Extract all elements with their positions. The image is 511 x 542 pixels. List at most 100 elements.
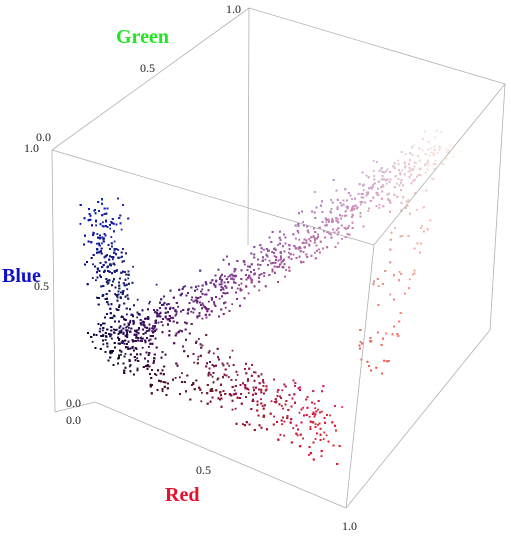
data-point: [297, 387, 300, 390]
data-point: [102, 334, 105, 337]
data-point: [156, 309, 159, 312]
data-point: [265, 385, 268, 388]
data-point: [145, 351, 148, 354]
data-point: [117, 256, 120, 259]
data-point: [125, 307, 128, 310]
data-point: [200, 290, 203, 293]
data-point: [278, 403, 281, 406]
data-point: [199, 296, 202, 298]
data-point: [179, 393, 181, 395]
data-point: [146, 326, 148, 329]
data-point: [297, 247, 300, 250]
data-point: [262, 407, 265, 410]
data-point: [215, 389, 218, 392]
data-point: [287, 256, 290, 259]
data-point: [95, 334, 98, 336]
data-point: [119, 277, 121, 280]
data-point: [298, 255, 301, 258]
data-point: [185, 390, 187, 393]
data-point: [217, 377, 220, 380]
data-point: [129, 331, 132, 333]
data-point: [136, 353, 138, 356]
data-point: [101, 266, 104, 268]
data-point: [109, 255, 111, 258]
data-point: [271, 262, 274, 264]
data-point: [302, 437, 304, 440]
data-point: [159, 301, 161, 304]
data-point: [123, 369, 126, 372]
data-point: [181, 372, 183, 375]
data-point: [280, 256, 282, 258]
data-point: [250, 281, 253, 284]
data-point: [122, 327, 125, 330]
data-point: [101, 329, 104, 332]
data-point: [195, 342, 197, 344]
data-point: [136, 298, 139, 301]
data-point: [132, 322, 135, 325]
data-point: [314, 423, 317, 425]
data-point: [314, 426, 317, 428]
data-point: [148, 339, 150, 342]
data-point: [113, 315, 116, 318]
data-point: [288, 244, 291, 246]
data-point: [329, 414, 331, 417]
data-point: [110, 242, 113, 245]
data-point: [148, 327, 151, 330]
data-point: [284, 236, 287, 239]
data-point: [105, 293, 108, 295]
data-point: [175, 310, 178, 313]
data-point: [182, 309, 185, 311]
data-point: [163, 295, 165, 298]
data-point: [247, 276, 249, 279]
data-point: [147, 316, 150, 319]
data-point: [168, 315, 171, 317]
data-point: [163, 302, 166, 304]
data-point: [158, 313, 161, 315]
data-point: [152, 335, 154, 337]
data-point: [251, 279, 253, 281]
data-point: [199, 269, 202, 272]
data-point: [246, 269, 249, 271]
data-point: [172, 378, 174, 381]
data-point: [155, 346, 158, 349]
data-point: [134, 347, 137, 349]
data-point: [112, 364, 115, 366]
data-point: [109, 263, 111, 266]
data-point: [122, 362, 125, 365]
data-point: [110, 303, 113, 306]
data-point: [125, 273, 128, 276]
data-point: [299, 433, 302, 436]
data-point: [185, 294, 188, 297]
data-point: [271, 270, 274, 273]
data-point: [117, 333, 120, 335]
data-point: [220, 405, 223, 408]
data-point: [99, 348, 102, 350]
data-point: [207, 308, 210, 310]
data-point: [317, 424, 319, 426]
data-point: [247, 379, 249, 382]
data-point: [206, 402, 209, 405]
data-point: [196, 288, 199, 291]
data-point: [281, 389, 284, 392]
data-point: [195, 296, 197, 299]
data-point: [233, 267, 236, 270]
data-point: [142, 328, 144, 331]
data-point: [228, 310, 231, 312]
data-point: [147, 360, 149, 363]
data-point: [169, 289, 172, 292]
data-point: [258, 289, 261, 292]
data-point: [96, 267, 99, 270]
data-point: [294, 401, 296, 404]
data-point: [258, 388, 260, 391]
data-point: [221, 295, 223, 298]
data-point: [106, 328, 109, 331]
data-point: [282, 266, 285, 269]
data-point: [186, 374, 189, 377]
data-point: [162, 373, 165, 376]
data-point: [262, 416, 265, 418]
data-point: [181, 381, 183, 383]
data-point: [295, 257, 298, 259]
data-point: [102, 264, 105, 266]
data-point: [168, 318, 171, 320]
data-point: [79, 223, 82, 225]
